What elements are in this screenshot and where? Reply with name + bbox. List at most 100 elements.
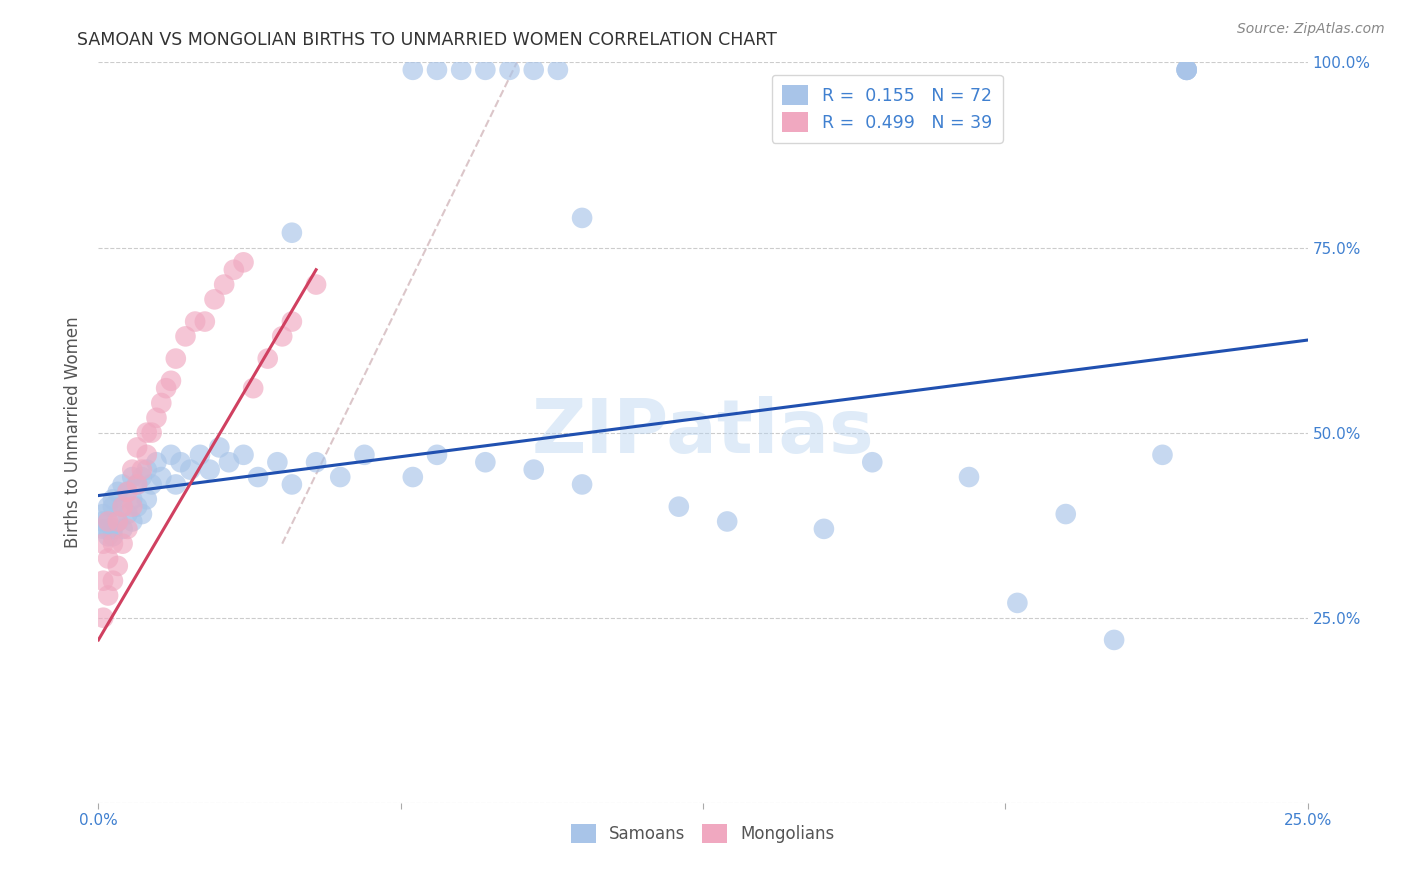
Point xyxy=(135,448,157,462)
Point xyxy=(256,351,278,366)
Point xyxy=(1175,62,1198,77)
Point xyxy=(107,558,129,573)
Point xyxy=(107,484,129,499)
Point xyxy=(523,62,546,77)
Point xyxy=(101,536,124,550)
Point xyxy=(97,551,120,566)
Point xyxy=(232,255,254,269)
Point xyxy=(571,477,593,491)
Point xyxy=(498,62,520,77)
Point xyxy=(571,211,593,225)
Point xyxy=(957,470,980,484)
Point xyxy=(117,522,139,536)
Point xyxy=(127,477,149,491)
Point xyxy=(145,455,167,469)
Point xyxy=(716,515,738,529)
Point xyxy=(165,351,187,366)
Point xyxy=(91,536,114,550)
Point xyxy=(117,484,139,499)
Point xyxy=(150,396,173,410)
Point xyxy=(329,470,352,484)
Point xyxy=(194,314,217,328)
Point xyxy=(111,536,134,550)
Point xyxy=(1152,448,1174,462)
Point xyxy=(101,522,124,536)
Point xyxy=(165,477,187,491)
Point xyxy=(426,62,449,77)
Point xyxy=(813,522,835,536)
Text: Source: ZipAtlas.com: Source: ZipAtlas.com xyxy=(1237,22,1385,37)
Point xyxy=(222,262,245,277)
Point xyxy=(121,462,143,476)
Point xyxy=(111,522,134,536)
Point xyxy=(247,470,270,484)
Point xyxy=(131,470,153,484)
Point xyxy=(91,574,114,588)
Point xyxy=(160,448,183,462)
Point xyxy=(135,492,157,507)
Point xyxy=(1102,632,1125,647)
Point xyxy=(117,507,139,521)
Point xyxy=(1175,62,1198,77)
Point xyxy=(305,455,328,469)
Point xyxy=(141,425,163,440)
Point xyxy=(271,329,294,343)
Point xyxy=(131,462,153,476)
Point xyxy=(111,500,134,514)
Point xyxy=(523,462,546,476)
Point xyxy=(101,574,124,588)
Point xyxy=(121,515,143,529)
Y-axis label: Births to Unmarried Women: Births to Unmarried Women xyxy=(65,317,83,549)
Point xyxy=(91,507,114,521)
Point xyxy=(101,500,124,514)
Point xyxy=(97,529,120,543)
Point xyxy=(91,515,114,529)
Point xyxy=(547,62,569,77)
Point xyxy=(860,455,883,469)
Point xyxy=(91,610,114,624)
Point xyxy=(97,500,120,514)
Point xyxy=(281,314,304,328)
Point xyxy=(242,381,264,395)
Point xyxy=(188,448,211,462)
Point xyxy=(1175,62,1198,77)
Point xyxy=(145,410,167,425)
Point xyxy=(121,492,143,507)
Point xyxy=(212,277,235,292)
Point xyxy=(127,500,149,514)
Point xyxy=(127,477,149,491)
Point xyxy=(131,507,153,521)
Legend: Samoans, Mongolians: Samoans, Mongolians xyxy=(564,817,842,850)
Text: SAMOAN VS MONGOLIAN BIRTHS TO UNMARRIED WOMEN CORRELATION CHART: SAMOAN VS MONGOLIAN BIRTHS TO UNMARRIED … xyxy=(77,31,778,49)
Point xyxy=(111,500,134,514)
Point xyxy=(107,515,129,529)
Point xyxy=(97,522,120,536)
Point xyxy=(353,448,375,462)
Point xyxy=(450,62,472,77)
Text: ZIPatlas: ZIPatlas xyxy=(531,396,875,469)
Point xyxy=(121,470,143,484)
Point xyxy=(266,455,288,469)
Point xyxy=(1175,62,1198,77)
Point xyxy=(184,314,207,328)
Point xyxy=(101,529,124,543)
Point xyxy=(1007,596,1029,610)
Point xyxy=(97,589,120,603)
Point xyxy=(208,441,231,455)
Point xyxy=(169,455,191,469)
Point xyxy=(204,293,226,307)
Point xyxy=(305,277,328,292)
Point xyxy=(474,62,496,77)
Point xyxy=(135,462,157,476)
Point xyxy=(91,522,114,536)
Point xyxy=(179,462,201,476)
Point xyxy=(426,448,449,462)
Point xyxy=(97,515,120,529)
Point xyxy=(198,462,221,476)
Point xyxy=(218,455,240,469)
Point xyxy=(281,226,304,240)
Point xyxy=(127,441,149,455)
Point xyxy=(97,515,120,529)
Point xyxy=(121,500,143,514)
Point xyxy=(281,477,304,491)
